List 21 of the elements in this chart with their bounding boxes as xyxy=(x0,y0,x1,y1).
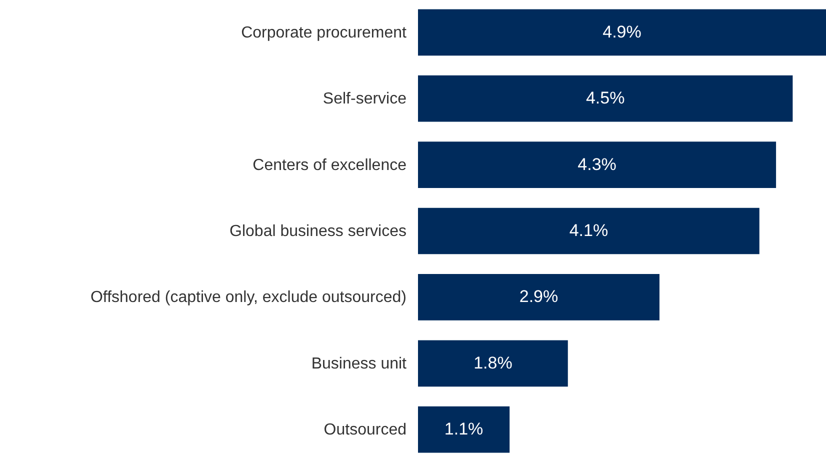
y-tick-label: Outsourced xyxy=(324,422,406,439)
data-label: 4.5% xyxy=(586,88,625,108)
bar xyxy=(418,142,776,188)
y-tick-label: Corporate procurement xyxy=(241,24,408,42)
y-tick-label: Self-service xyxy=(322,90,407,108)
bar xyxy=(418,274,660,320)
bar xyxy=(418,208,760,254)
y-tick-label: Global business services xyxy=(230,223,406,240)
bar xyxy=(418,340,568,387)
data-label: 1.8% xyxy=(474,353,512,372)
bar xyxy=(418,9,826,56)
bar xyxy=(418,406,510,453)
y-tick-label: Offshored (captive only, exclude outsourced) xyxy=(90,289,406,306)
data-label: 1.1% xyxy=(444,420,484,439)
bar xyxy=(418,75,793,122)
data-label: 2.9% xyxy=(519,287,558,306)
y-tick-label: Business unit xyxy=(311,355,408,372)
data-label: 4.9% xyxy=(602,22,642,42)
y-tick-label: Centers of excellence xyxy=(252,156,407,174)
data-label: 4.1% xyxy=(569,221,608,240)
data-label: 4.3% xyxy=(578,154,616,174)
